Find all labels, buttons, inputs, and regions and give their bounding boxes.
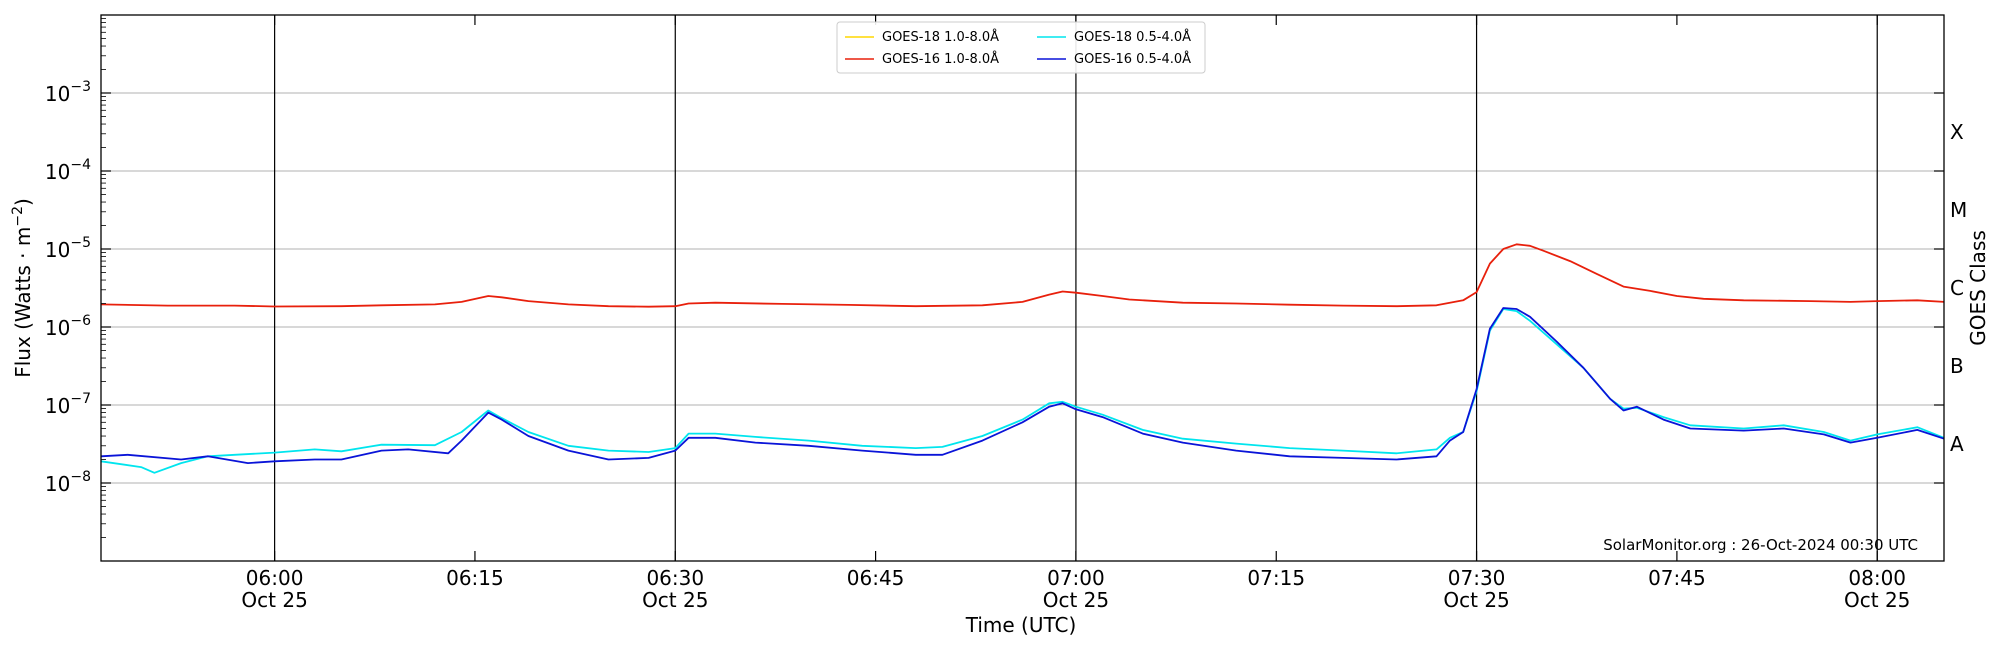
x-tick-date-label: Oct 25 <box>1043 588 1109 612</box>
series-layer <box>100 243 1945 474</box>
x-tick-time-label: 06:00 <box>246 566 304 590</box>
y-tick-exp: −8 <box>70 469 91 485</box>
y-tick-label: 10−3 <box>45 79 91 106</box>
x-tick-date-label: Oct 25 <box>1844 588 1910 612</box>
legend-label-goes18-long: GOES-18 1.0-8.0Å <box>882 29 999 45</box>
y-tick-exp: −5 <box>70 235 91 251</box>
legend-label-goes18-short: GOES-18 0.5-4.0Å <box>1074 29 1191 45</box>
x-tick-time-label: 06:30 <box>646 566 704 590</box>
plot-frame <box>100 14 1945 562</box>
goes-class-a: A <box>1950 432 1964 456</box>
goes-class-b: B <box>1950 354 1964 378</box>
x-axis-label: Time (UTC) <box>965 613 1077 637</box>
x-tick-date-label: Oct 25 <box>241 588 307 612</box>
goes-class-c: C <box>1950 276 1964 300</box>
legend: GOES-18 1.0-8.0Å GOES-18 0.5-4.0Å GOES-1… <box>836 21 1206 74</box>
y-tick-label: 10−6 <box>45 313 91 340</box>
y-axis-label: Flux (Watts · m−2) <box>10 198 35 378</box>
y-tick-exp: −7 <box>70 391 91 407</box>
x-tick-time-label: 07:45 <box>1648 566 1706 590</box>
goes-class-labels: A B C M X <box>1950 120 1967 456</box>
y-tick-base: 10 <box>45 472 70 496</box>
y-tick-base: 10 <box>45 82 70 106</box>
y-tick-base: 10 <box>45 160 70 184</box>
series-line-2 <box>100 307 1945 465</box>
credit-text: SolarMonitor.org : 26-Oct-2024 00:30 UTC <box>1603 536 1918 554</box>
x-tick-time-label: 07:00 <box>1047 566 1105 590</box>
y-tick-label: 10−7 <box>45 391 91 418</box>
goes-class-x: X <box>1950 120 1964 144</box>
y-tick-label: 10−4 <box>45 157 91 184</box>
legend-label-goes16-short: GOES-16 0.5-4.0Å <box>1074 51 1191 67</box>
y-tick-exp: −4 <box>70 157 91 173</box>
series-line-1 <box>100 308 1945 474</box>
legend-label-goes16-long: GOES-16 1.0-8.0Å <box>882 51 999 67</box>
y-axis-ticks: 10−810−710−610−510−410−3 <box>45 18 1944 538</box>
y-tick-base: 10 <box>45 238 70 262</box>
y-tick-base: 10 <box>45 316 70 340</box>
x-tick-time-label: 06:15 <box>446 566 504 590</box>
goes-class-axis-label: GOES Class <box>1966 230 1990 346</box>
x-tick-time-label: 08:00 <box>1848 566 1906 590</box>
x-tick-time-label: 06:45 <box>847 566 905 590</box>
y-axis-label-exp: −2 <box>10 206 26 227</box>
y-axis-label-close: ) <box>11 198 35 206</box>
vertical-day-lines <box>274 15 1878 561</box>
x-tick-date-label: Oct 25 <box>1443 588 1509 612</box>
x-tick-time-label: 07:30 <box>1448 566 1506 590</box>
legend-box <box>836 21 1206 74</box>
x-tick-date-label: Oct 25 <box>642 588 708 612</box>
grid-layer <box>101 92 1944 484</box>
series-line-0 <box>100 243 1945 308</box>
y-tick-base: 10 <box>45 394 70 418</box>
y-tick-label: 10−5 <box>45 235 91 262</box>
y-axis-label-main: Flux (Watts · m <box>11 227 35 378</box>
y-tick-exp: −6 <box>70 313 91 329</box>
goes-class-m: M <box>1950 198 1967 222</box>
x-tick-time-label: 07:15 <box>1247 566 1305 590</box>
y-tick-label: 10−8 <box>45 469 91 496</box>
y-tick-exp: −3 <box>70 79 91 95</box>
